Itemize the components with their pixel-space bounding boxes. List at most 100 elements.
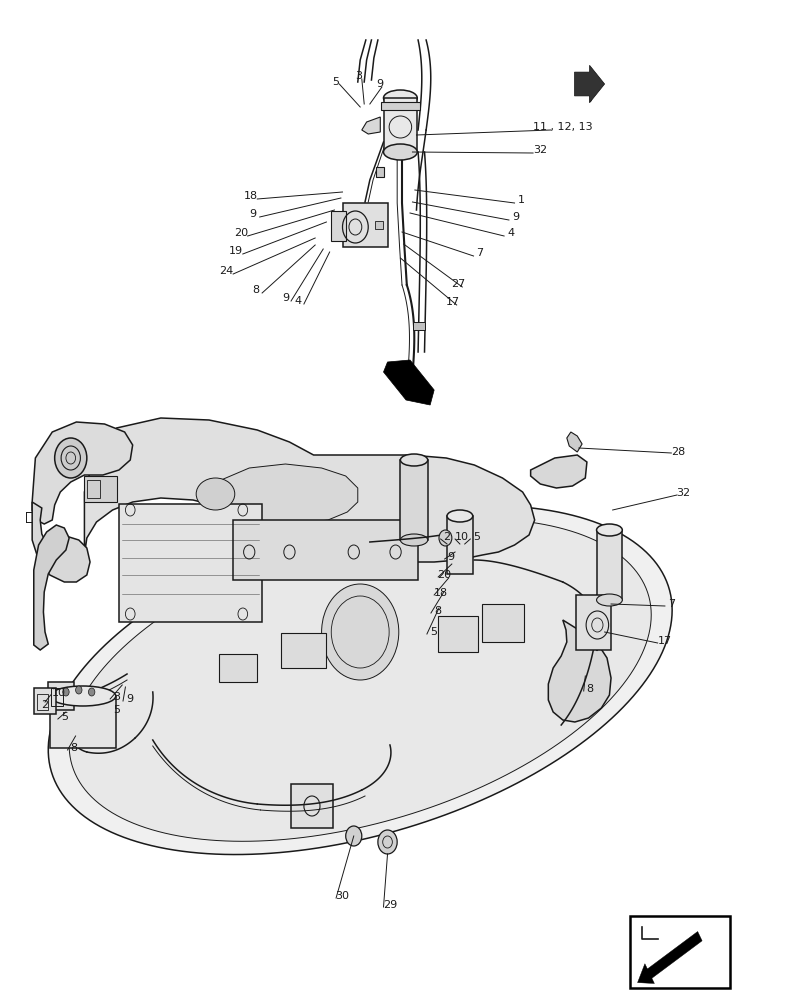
Text: 2: 2 xyxy=(443,532,450,542)
Bar xyxy=(233,520,418,580)
Text: 5: 5 xyxy=(113,705,120,715)
Text: 18: 18 xyxy=(433,588,447,598)
Polygon shape xyxy=(574,65,604,103)
Bar xyxy=(37,694,48,710)
Bar xyxy=(374,221,382,229)
Bar xyxy=(84,476,116,502)
FancyArrow shape xyxy=(637,932,701,983)
Text: 17: 17 xyxy=(657,636,671,646)
Polygon shape xyxy=(383,360,434,405)
Circle shape xyxy=(55,438,87,478)
Text: 3: 3 xyxy=(355,71,361,81)
Polygon shape xyxy=(566,432,581,452)
Circle shape xyxy=(63,688,69,696)
Ellipse shape xyxy=(400,454,427,466)
Bar xyxy=(596,530,622,600)
Bar xyxy=(119,504,262,622)
Polygon shape xyxy=(34,525,69,650)
Text: 8: 8 xyxy=(71,743,77,753)
Bar xyxy=(218,654,257,682)
Text: 5: 5 xyxy=(473,532,479,542)
FancyBboxPatch shape xyxy=(575,595,610,650)
Bar xyxy=(281,633,325,668)
Text: 5: 5 xyxy=(332,77,339,87)
Polygon shape xyxy=(361,117,380,134)
Polygon shape xyxy=(530,455,586,488)
Ellipse shape xyxy=(383,144,417,160)
Text: 28: 28 xyxy=(670,447,684,457)
Circle shape xyxy=(88,688,95,696)
Text: 7: 7 xyxy=(476,248,483,258)
Bar xyxy=(51,688,63,706)
Polygon shape xyxy=(69,519,650,841)
Text: 8: 8 xyxy=(252,285,259,295)
Text: 10: 10 xyxy=(454,532,468,542)
Text: 30: 30 xyxy=(335,891,349,901)
Text: 9: 9 xyxy=(250,209,256,219)
Circle shape xyxy=(377,830,397,854)
Text: 5: 5 xyxy=(430,627,436,637)
Bar xyxy=(482,604,524,642)
Text: 20: 20 xyxy=(234,228,248,238)
Text: 9: 9 xyxy=(282,293,288,303)
Text: 3: 3 xyxy=(113,692,120,702)
Text: 9: 9 xyxy=(126,694,132,704)
Bar xyxy=(400,460,427,540)
Bar xyxy=(50,696,116,748)
Circle shape xyxy=(438,530,451,546)
Text: 10: 10 xyxy=(51,688,66,698)
Polygon shape xyxy=(32,422,132,524)
Text: 7: 7 xyxy=(668,599,675,609)
Bar xyxy=(629,916,729,988)
Polygon shape xyxy=(48,505,671,855)
FancyBboxPatch shape xyxy=(342,203,387,247)
Bar xyxy=(34,688,56,714)
Ellipse shape xyxy=(596,594,622,606)
Circle shape xyxy=(321,584,398,680)
Text: 4: 4 xyxy=(507,228,513,238)
Ellipse shape xyxy=(596,524,622,536)
Text: 8: 8 xyxy=(434,606,440,616)
Text: 24: 24 xyxy=(219,266,234,276)
Text: 2: 2 xyxy=(41,700,47,710)
Bar xyxy=(376,167,384,177)
Text: 27: 27 xyxy=(450,279,465,289)
Text: 9: 9 xyxy=(512,212,518,222)
Text: 29: 29 xyxy=(382,900,397,910)
Text: 1: 1 xyxy=(517,195,524,205)
FancyBboxPatch shape xyxy=(48,682,74,710)
Text: 8: 8 xyxy=(586,684,593,694)
Text: 11 , 12, 13: 11 , 12, 13 xyxy=(532,122,592,132)
Text: 5: 5 xyxy=(61,712,67,722)
Polygon shape xyxy=(84,418,534,562)
Circle shape xyxy=(75,686,82,694)
Bar xyxy=(381,102,419,110)
Circle shape xyxy=(345,826,361,846)
Bar xyxy=(438,616,478,652)
Text: 9: 9 xyxy=(447,552,454,562)
Ellipse shape xyxy=(50,686,116,706)
Bar xyxy=(87,480,100,498)
Text: 4: 4 xyxy=(295,296,301,306)
Bar xyxy=(413,322,424,330)
Polygon shape xyxy=(574,96,591,103)
Text: 32: 32 xyxy=(532,145,547,155)
Bar xyxy=(408,376,421,386)
Ellipse shape xyxy=(196,478,234,510)
FancyBboxPatch shape xyxy=(331,211,345,241)
Polygon shape xyxy=(32,502,90,582)
Text: 17: 17 xyxy=(445,297,459,307)
Text: 19: 19 xyxy=(229,246,243,256)
Text: 18: 18 xyxy=(243,191,258,201)
Ellipse shape xyxy=(446,510,472,522)
Text: 9: 9 xyxy=(376,79,382,89)
Bar xyxy=(383,98,417,152)
Polygon shape xyxy=(213,464,357,524)
Text: 20: 20 xyxy=(437,570,451,580)
Ellipse shape xyxy=(400,534,427,546)
Bar xyxy=(446,516,472,574)
Bar xyxy=(291,784,332,828)
Ellipse shape xyxy=(383,90,417,106)
Text: 32: 32 xyxy=(675,488,690,498)
Polygon shape xyxy=(548,620,610,722)
